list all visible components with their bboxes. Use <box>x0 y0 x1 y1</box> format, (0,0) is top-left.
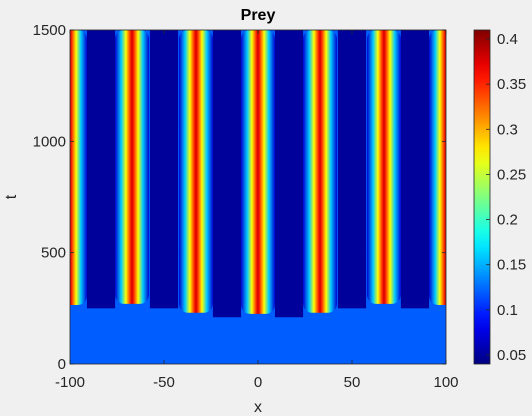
heatmap-trough <box>400 30 430 309</box>
colorbar-axis: 0.05 0.1 0.15 0.2 0.25 0.3 0.35 0.4 <box>486 31 526 364</box>
heatmap-stripe <box>70 30 87 305</box>
x-tick-label: -50 <box>153 374 175 391</box>
x-tick-label: 50 <box>344 374 361 391</box>
heatmap-trough <box>149 30 179 309</box>
heatmap-trough <box>86 30 116 309</box>
colorbar-tick-label: 0.35 <box>497 76 526 93</box>
chart-title: Prey <box>241 7 276 24</box>
heatmap-stripe <box>367 30 401 304</box>
heatmap-stripe <box>429 30 446 305</box>
y-tick-label: 0 <box>58 356 66 373</box>
colorbar-frame <box>473 29 491 365</box>
colorbar-tick-label: 0.05 <box>497 347 526 364</box>
x-tick-label: 0 <box>254 374 262 391</box>
x-tick-label: 100 <box>433 374 458 391</box>
colorbar-tick-label: 0.3 <box>497 121 518 138</box>
heatmap-trough <box>337 30 367 309</box>
y-axis: 0 500 1000 1500 <box>33 22 446 373</box>
heatmap-trough <box>212 30 242 318</box>
heatmap-stripe <box>303 30 337 313</box>
colorbar-tick-label: 0.2 <box>497 212 518 229</box>
colorbar-tick-label: 0.25 <box>497 166 526 183</box>
heatmap-stripe <box>241 30 275 314</box>
colorbar <box>474 30 490 364</box>
heatmap-stripe <box>115 30 149 304</box>
y-tick-label: 500 <box>41 245 66 262</box>
heatmap-trough <box>274 30 304 318</box>
y-tick-label: 1000 <box>33 133 66 150</box>
y-tick-label: 1500 <box>33 22 66 39</box>
colorbar-tick-label: 0.15 <box>497 257 526 274</box>
x-axis: -100 -50 0 50 100 <box>55 30 459 391</box>
x-axis-label: x <box>254 399 262 416</box>
heatmap-stripe <box>179 30 213 313</box>
colorbar-tick-label: 0.4 <box>497 31 518 48</box>
y-axis-label: t <box>3 194 20 199</box>
x-tick-label: -100 <box>55 374 85 391</box>
colorbar-tick-label: 0.1 <box>497 302 518 319</box>
plot-area <box>70 30 446 364</box>
